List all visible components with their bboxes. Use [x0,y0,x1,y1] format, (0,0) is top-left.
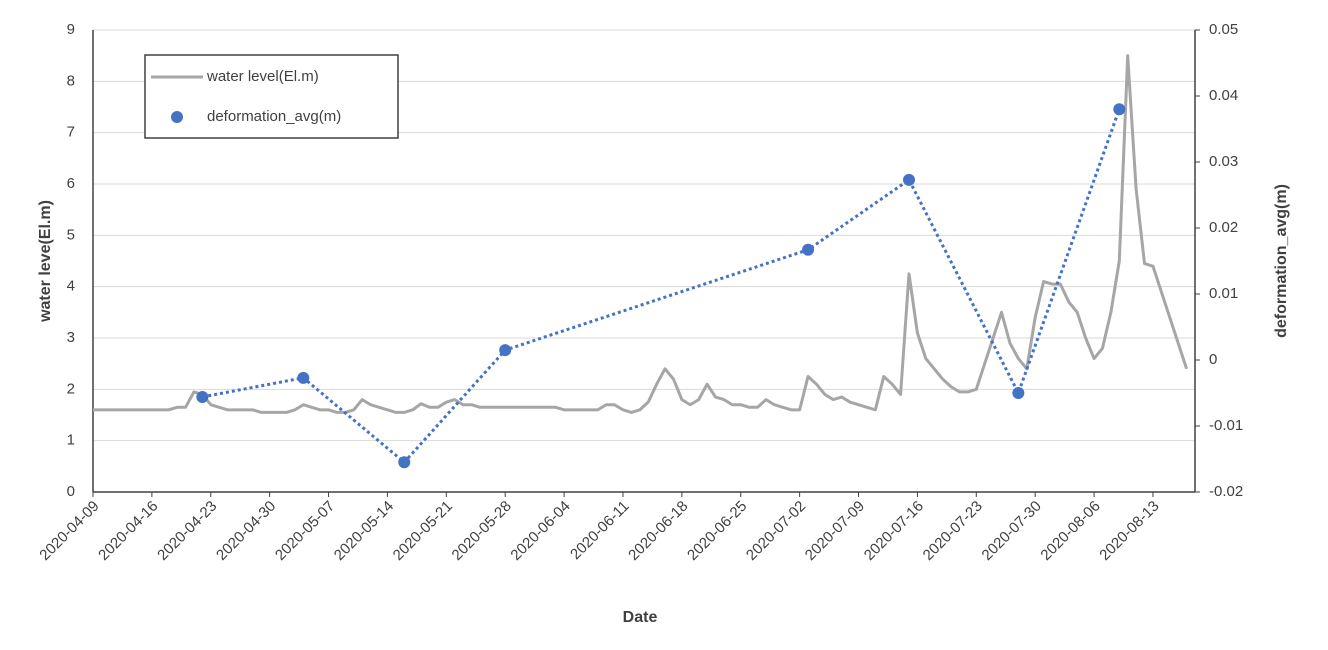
x-tick-label: 2020-04-30 [213,498,279,564]
legend-box [144,54,399,139]
x-tick-label: 2020-04-23 [154,498,220,564]
x-tick-label: 2020-07-16 [861,498,927,564]
y-tick-label: 9 [67,21,75,38]
data-point [802,243,815,256]
data-point [398,456,411,469]
x-tick-label: 2020-07-02 [743,498,809,564]
x-tick-label: 2020-05-07 [272,498,338,564]
data-point [1012,387,1025,399]
y2-tick-label: -0.02 [1209,483,1243,500]
x-tick-label: 2020-06-25 [684,498,750,564]
y2-tick-label: 0 [1209,351,1217,368]
x-tick-label: 2020-05-14 [331,498,397,564]
y2-tick-label: 0.02 [1209,219,1238,236]
x-tick-label: 2020-06-04 [507,498,573,564]
y-tick-label: 8 [67,72,75,89]
x-tick-label: 2020-04-16 [95,498,161,564]
y-tick-label: 3 [67,329,75,346]
y-tick-label: 5 [67,226,75,243]
deformation-line [202,108,1121,464]
x-tick-label: 2020-07-30 [979,498,1045,564]
y2-axis-title: deformation_avg(m) [1273,184,1290,338]
legend-label: deformation_avg(m) [207,108,341,125]
y-axis-title: water leve(El.m) [37,200,54,323]
y2-tick-label: 0.05 [1209,21,1238,38]
x-tick-label: 2020-08-06 [1037,498,1103,564]
x-tick-label: 2020-07-23 [920,498,986,564]
x-tick-label: 2020-05-28 [449,498,515,564]
y-tick-label: 2 [67,380,75,397]
x-tick-label: 2020-08-13 [1096,498,1162,564]
legend-label: water level(El.m) [206,68,319,85]
y2-tick-label: 0.04 [1209,87,1238,104]
y-tick-label: 0 [67,483,75,500]
data-point [297,371,310,384]
y2-tick-label: -0.01 [1209,417,1243,434]
y-tick-label: 4 [67,278,75,295]
data-point [902,173,915,186]
legend: water level(El.m) deformation_avg(m) [144,54,399,139]
x-tick-label: 2020-07-09 [802,498,868,564]
y-tick-label: 6 [67,175,75,192]
water-level-line [93,54,1189,414]
x-axis-title: Date [623,609,658,626]
y-tick-label: 7 [67,124,75,141]
data-point [1113,103,1126,116]
x-tick-label: 2020-04-09 [36,498,102,564]
x-tick-label: 2020-05-21 [390,498,456,564]
legend-symbol [171,111,183,123]
data-point [196,390,209,403]
y2-tick-label: 0.01 [1209,285,1238,302]
x-tick-label: 2020-06-18 [625,498,691,564]
x-tick-label: 2020-06-11 [567,498,632,563]
y-tick-label: 1 [67,432,75,449]
data-point [499,344,512,357]
y2-tick-label: 0.03 [1209,153,1238,170]
